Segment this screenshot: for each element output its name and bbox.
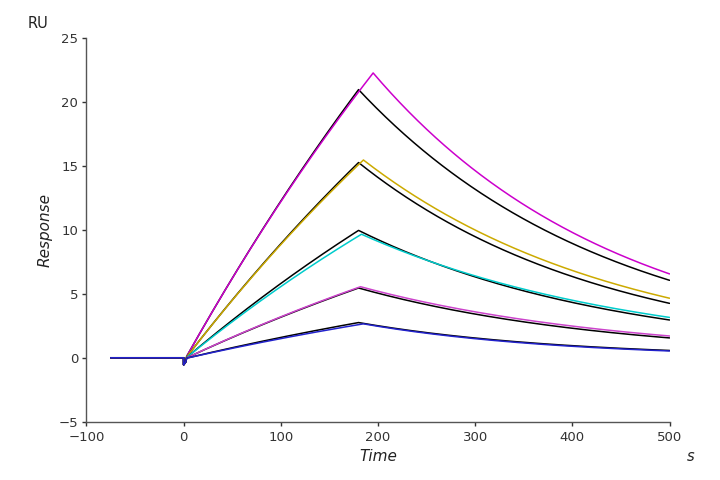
X-axis label: Time: Time: [359, 449, 397, 464]
Y-axis label: Response: Response: [38, 193, 53, 267]
Text: s: s: [687, 449, 695, 465]
Text: RU: RU: [28, 16, 49, 31]
